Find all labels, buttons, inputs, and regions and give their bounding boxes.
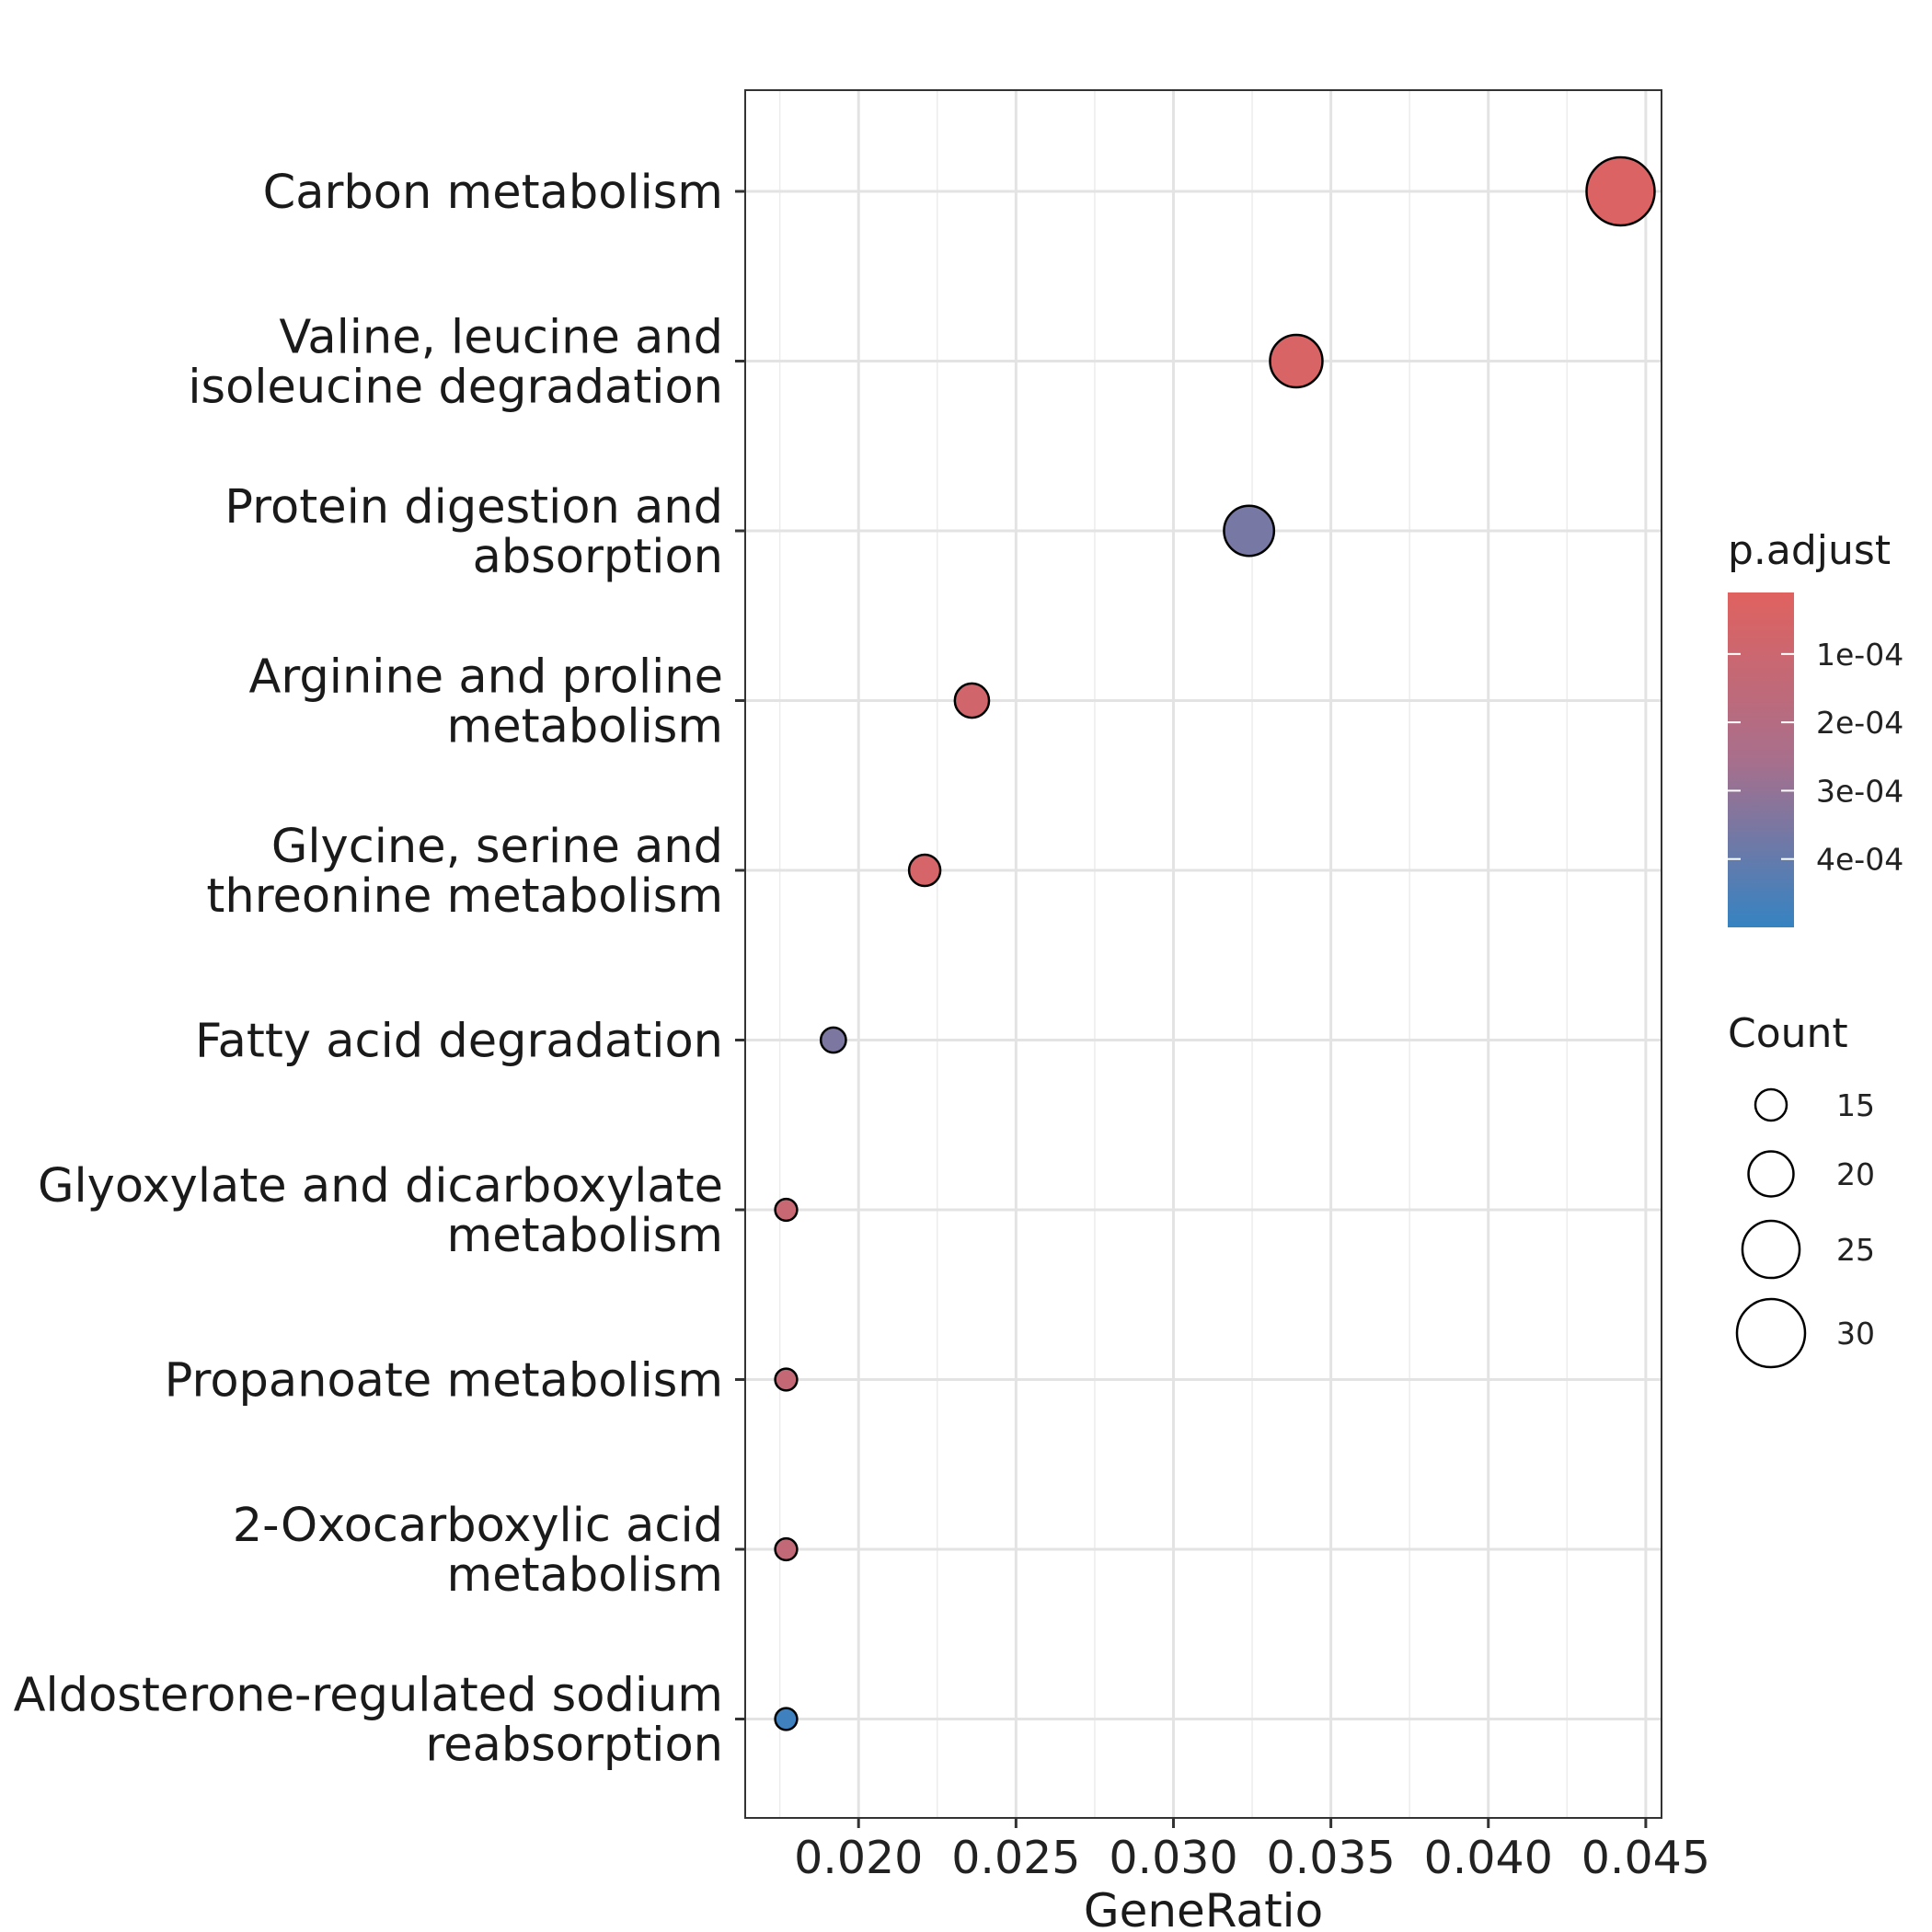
legend-size-title: Count bbox=[1728, 1010, 1848, 1057]
legend-size: Count 15 20 25 30 bbox=[1728, 1010, 1875, 1369]
data-point bbox=[819, 1026, 847, 1054]
x-tick-label: 0.040 bbox=[1424, 1832, 1553, 1884]
data-point bbox=[774, 1197, 799, 1223]
y-tick-label: Carbon metabolism bbox=[263, 166, 723, 220]
color-bar bbox=[1728, 592, 1794, 927]
legend-color: p.adjust 1e-04 2e-04 3e-04 4e-04 bbox=[1728, 527, 1903, 927]
y-tick-label: absorption bbox=[473, 530, 723, 584]
size-legend-label: 15 bbox=[1836, 1087, 1875, 1123]
data-point bbox=[1585, 155, 1656, 227]
data-point bbox=[774, 1707, 799, 1731]
grid-layer bbox=[745, 90, 1662, 1818]
y-tick-label: metabolism bbox=[447, 1209, 723, 1263]
y-tick-label: Glycine, serine and bbox=[271, 820, 723, 874]
y-tick-label: 2-Oxocarboxylic acid bbox=[233, 1499, 723, 1553]
y-tick-label: isoleucine degradation bbox=[188, 361, 723, 415]
legend-color-title: p.adjust bbox=[1728, 527, 1891, 574]
data-point bbox=[1269, 333, 1324, 389]
size-legend-label: 25 bbox=[1836, 1232, 1875, 1268]
plot-panel-border bbox=[744, 89, 1662, 1819]
color-legend-label: 4e-04 bbox=[1816, 842, 1903, 878]
data-point bbox=[907, 853, 942, 888]
y-tick-label: metabolism bbox=[447, 700, 723, 754]
y-tick-label: Fatty acid degradation bbox=[195, 1015, 723, 1069]
y-tick-label: threonine metabolism bbox=[206, 869, 723, 924]
data-point bbox=[1223, 504, 1276, 558]
size-legend-circle bbox=[1735, 1297, 1807, 1369]
size-legend-label: 30 bbox=[1836, 1316, 1875, 1351]
size-legend-label: 20 bbox=[1836, 1156, 1875, 1192]
y-tick-label: Protein digestion and bbox=[224, 480, 723, 535]
y-tick-label: Propanoate metabolism bbox=[165, 1354, 723, 1409]
x-axis: 0.020 0.025 0.030 0.035 0.040 0.045 bbox=[794, 1818, 1710, 1884]
x-tick-label: 0.030 bbox=[1109, 1832, 1237, 1884]
size-legend-circle bbox=[1747, 1150, 1795, 1198]
y-axis: Carbon metabolism Valine, leucine andisol… bbox=[14, 166, 745, 1773]
data-point bbox=[953, 682, 991, 719]
size-legend-circle bbox=[1754, 1087, 1788, 1122]
x-tick-label: 0.020 bbox=[794, 1832, 923, 1884]
color-legend-label: 1e-04 bbox=[1816, 637, 1903, 673]
y-tick-label: reabsorption bbox=[425, 1719, 723, 1773]
y-tick-label: Aldosterone-regulated sodium bbox=[14, 1669, 723, 1723]
data-point bbox=[774, 1367, 799, 1392]
color-legend-label: 3e-04 bbox=[1816, 773, 1903, 809]
y-tick-label: Arginine and proline bbox=[248, 650, 723, 705]
y-tick-label: Glyoxylate and dicarboxylate bbox=[38, 1159, 723, 1213]
y-tick-label: metabolism bbox=[447, 1548, 723, 1603]
x-tick-label: 0.025 bbox=[951, 1832, 1080, 1884]
x-tick-label: 0.035 bbox=[1266, 1832, 1395, 1884]
size-legend-circle bbox=[1741, 1219, 1801, 1280]
x-tick-label: 0.045 bbox=[1581, 1832, 1710, 1884]
points-layer bbox=[774, 155, 1656, 1731]
color-legend-label: 2e-04 bbox=[1816, 705, 1903, 741]
data-point bbox=[774, 1536, 799, 1562]
x-axis-title: GeneRatio bbox=[1084, 1884, 1323, 1932]
y-tick-label: Valine, leucine and bbox=[279, 311, 723, 365]
